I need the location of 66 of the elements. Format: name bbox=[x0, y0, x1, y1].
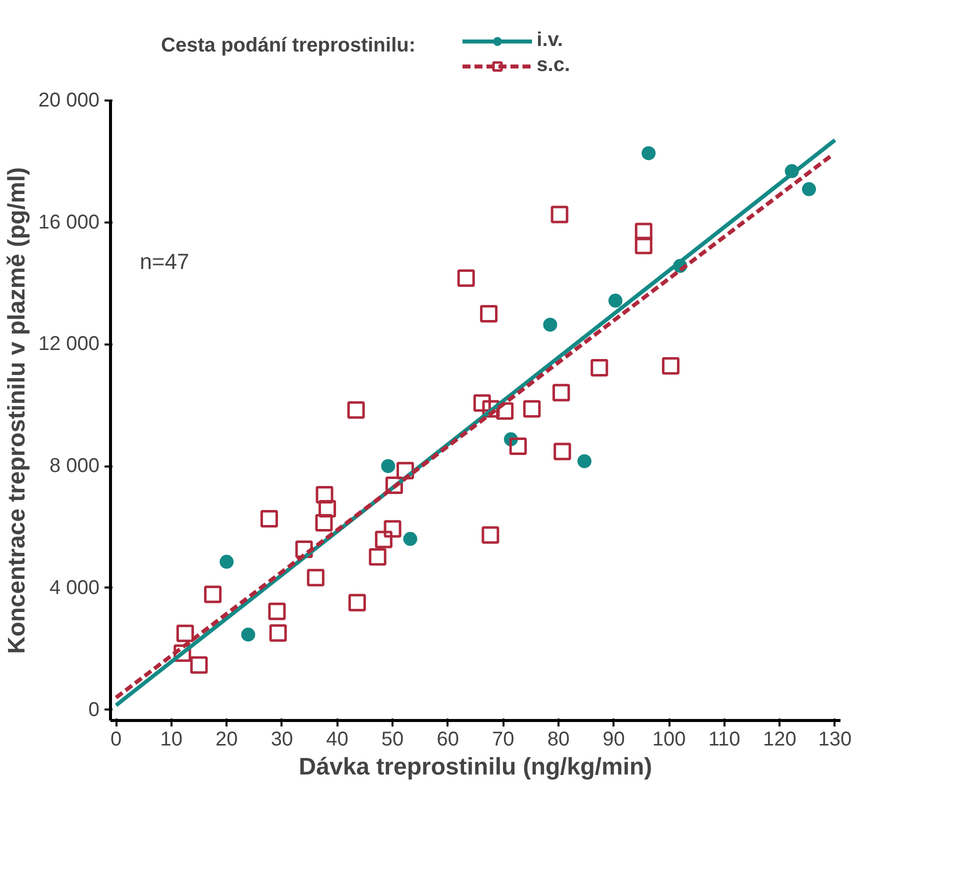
point bbox=[577, 454, 592, 468]
x-tick-label: 90 bbox=[602, 728, 625, 750]
point bbox=[608, 294, 622, 308]
point bbox=[482, 526, 500, 544]
y-tick-label: 16 000 bbox=[38, 211, 100, 234]
point bbox=[634, 222, 652, 240]
point bbox=[396, 462, 414, 480]
point bbox=[241, 628, 256, 642]
y-tick-label: 8 000 bbox=[49, 455, 100, 478]
x-tick-label: 130 bbox=[818, 728, 852, 750]
point bbox=[523, 400, 541, 418]
annotation: n=47 bbox=[140, 249, 190, 274]
point bbox=[473, 394, 491, 412]
point bbox=[543, 318, 558, 332]
point bbox=[316, 486, 334, 504]
legend-title: Cesta podání treprostinilu: bbox=[161, 34, 416, 56]
point bbox=[368, 548, 386, 566]
point bbox=[403, 532, 418, 546]
point bbox=[190, 656, 208, 674]
y-axis-title: Koncentrace treprostinilu v plazmě (pg/ml) bbox=[3, 167, 30, 654]
x-tick-label: 10 bbox=[160, 728, 182, 750]
point bbox=[590, 358, 608, 376]
point bbox=[295, 540, 313, 558]
y-tick-label: 4 000 bbox=[49, 576, 100, 599]
x-tick-label: 30 bbox=[270, 728, 294, 750]
point bbox=[554, 442, 572, 460]
point bbox=[260, 510, 278, 528]
x-tick-label: 70 bbox=[492, 728, 514, 750]
x-tick-label: 40 bbox=[326, 728, 348, 750]
x-tick-label: 100 bbox=[652, 728, 686, 750]
legend-label: i.v. bbox=[536, 29, 563, 52]
point bbox=[268, 602, 286, 620]
point bbox=[315, 514, 333, 532]
y-tick-label: 20 000 bbox=[38, 90, 100, 112]
point bbox=[662, 357, 680, 375]
legend-label: s.c. bbox=[536, 54, 570, 77]
point bbox=[176, 624, 194, 642]
point bbox=[480, 305, 498, 323]
point bbox=[347, 401, 365, 419]
y-tick-label: 12 000 bbox=[38, 333, 100, 356]
point bbox=[348, 594, 366, 612]
x-tick-label: 120 bbox=[762, 728, 796, 750]
x-tick-label: 50 bbox=[381, 728, 404, 750]
point bbox=[550, 206, 568, 224]
point bbox=[384, 520, 402, 538]
x-tick-label: 60 bbox=[436, 728, 459, 750]
point bbox=[552, 384, 570, 402]
x-tick-label: 20 bbox=[216, 728, 238, 750]
x-tick-label: 110 bbox=[708, 728, 740, 750]
point bbox=[220, 554, 234, 569]
point bbox=[318, 500, 336, 518]
point bbox=[509, 438, 527, 456]
point bbox=[802, 182, 816, 196]
point bbox=[385, 476, 403, 494]
point bbox=[269, 624, 287, 642]
point bbox=[204, 586, 222, 604]
point bbox=[306, 568, 324, 586]
point bbox=[374, 530, 392, 548]
point bbox=[381, 459, 396, 474]
x-tick-label: 80 bbox=[547, 728, 570, 750]
x-tick-label: 0 bbox=[110, 728, 122, 750]
point bbox=[634, 236, 652, 254]
point bbox=[642, 146, 656, 160]
x-axis-title: Dávka treprostinilu (ng/kg/min) bbox=[298, 754, 652, 780]
y-tick-label: 0 bbox=[88, 698, 100, 721]
point bbox=[457, 269, 475, 287]
